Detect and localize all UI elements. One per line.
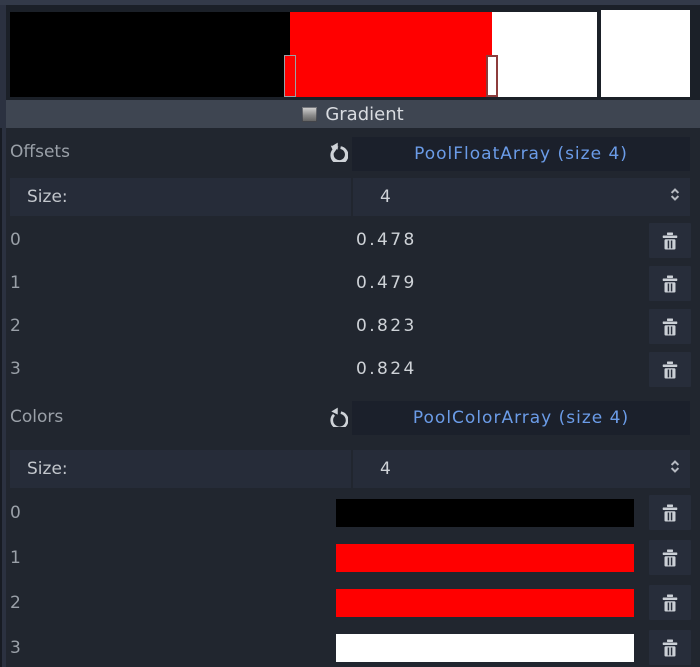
- offsets-size-row: Size: 4: [0, 178, 700, 216]
- offsets-size-value: 4: [380, 187, 391, 207]
- colors-size-label: Size:: [10, 450, 351, 488]
- offset-value-spinslider[interactable]: 0.823: [356, 315, 417, 336]
- offset-index-label: 0: [10, 229, 21, 250]
- revert-icon: [330, 407, 348, 427]
- offset-row-1: 1 0.479: [0, 261, 700, 304]
- trash-icon: [662, 594, 678, 611]
- trash-icon: [662, 318, 678, 335]
- color-index-label: 3: [10, 637, 21, 658]
- colors-type-button[interactable]: PoolColorArray (size 4): [352, 401, 690, 435]
- offset-index-label: 2: [10, 315, 21, 336]
- offset-index-label: 3: [10, 358, 21, 379]
- spin-updown-icon[interactable]: [667, 187, 683, 208]
- color-picker-swatch[interactable]: [336, 499, 634, 527]
- offsets-label: Offsets: [10, 141, 70, 162]
- colors-revert-button[interactable]: [326, 405, 348, 427]
- top-margin-strip: [0, 0, 700, 5]
- gradient-edit-widget: [6, 5, 700, 100]
- color-picker-swatch[interactable]: [336, 544, 634, 572]
- colors-label: Colors: [10, 406, 64, 427]
- left-edge-line: [0, 128, 2, 667]
- gradient-preview-bar[interactable]: [10, 12, 597, 97]
- color-delete-button[interactable]: [649, 540, 691, 575]
- offsets-type-button[interactable]: PoolFloatArray (size 4): [352, 137, 690, 171]
- color-row-0: 0: [0, 490, 700, 535]
- colors-property-row: Colors PoolColorArray (size 4): [0, 395, 700, 438]
- trash-icon: [662, 232, 678, 249]
- trash-icon: [662, 361, 678, 378]
- color-delete-button[interactable]: [649, 630, 691, 665]
- offset-value-spinslider[interactable]: 0.479: [356, 272, 417, 293]
- offsets-size-spinbox[interactable]: 4: [353, 178, 690, 216]
- offsets-size-label: Size:: [10, 178, 351, 216]
- gradient-segment-white: [492, 12, 597, 97]
- gradient-stop-marker-selected[interactable]: [486, 55, 498, 97]
- color-delete-button[interactable]: [649, 495, 691, 530]
- offsets-property-row: Offsets PoolFloatArray (size 4): [0, 130, 700, 173]
- gradient-resource-icon: [302, 106, 318, 122]
- offset-index-label: 1: [10, 272, 21, 293]
- offset-value-spinslider[interactable]: 0.478: [356, 229, 417, 250]
- revert-icon: [329, 142, 348, 162]
- selected-stop-color-swatch[interactable]: [601, 10, 690, 97]
- color-delete-button[interactable]: [649, 585, 691, 620]
- offset-delete-button[interactable]: [649, 352, 691, 387]
- color-picker-swatch[interactable]: [336, 589, 634, 617]
- gradient-resource-header[interactable]: Gradient: [6, 100, 700, 128]
- color-picker-swatch[interactable]: [336, 634, 634, 662]
- gradient-segment-red: [290, 12, 492, 97]
- color-index-label: 1: [10, 547, 21, 568]
- trash-icon: [662, 504, 678, 521]
- colors-size-value: 4: [380, 459, 391, 479]
- offset-delete-button[interactable]: [649, 309, 691, 344]
- offset-row-2: 2 0.823: [0, 304, 700, 347]
- colors-size-row: Size: 4: [0, 450, 700, 488]
- color-row-3: 3: [0, 625, 700, 667]
- color-row-2: 2: [0, 580, 700, 625]
- gradient-segment-black: [10, 12, 290, 97]
- color-row-1: 1: [0, 535, 700, 580]
- left-margin-strip: [0, 5, 6, 667]
- offsets-revert-button[interactable]: [326, 140, 348, 162]
- offset-value-spinslider[interactable]: 0.824: [356, 358, 417, 379]
- offset-delete-button[interactable]: [649, 266, 691, 301]
- gradient-resource-label: Gradient: [325, 103, 404, 125]
- colors-size-spinbox[interactable]: 4: [353, 450, 690, 488]
- gradient-stop-marker[interactable]: [284, 55, 296, 97]
- trash-icon: [662, 549, 678, 566]
- offset-row-3: 3 0.824: [0, 347, 700, 390]
- trash-icon: [662, 639, 678, 656]
- offset-row-0: 0 0.478: [0, 218, 700, 261]
- trash-icon: [662, 275, 678, 292]
- offset-delete-button[interactable]: [649, 223, 691, 258]
- color-index-label: 2: [10, 592, 21, 613]
- color-index-label: 0: [10, 502, 21, 523]
- spin-updown-icon[interactable]: [667, 459, 683, 480]
